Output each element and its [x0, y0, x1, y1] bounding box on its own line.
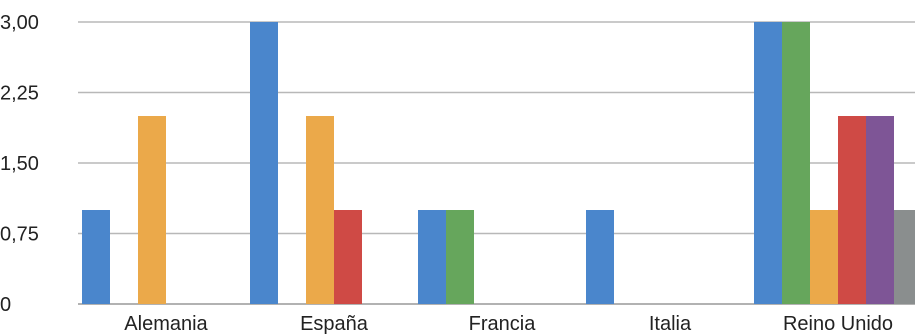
bar — [586, 210, 614, 304]
y-tick-label: 0,75 — [0, 224, 39, 246]
bars-layer — [82, 22, 915, 304]
y-tick-label: 1,50 — [0, 153, 39, 175]
bar — [418, 210, 446, 304]
bar — [754, 22, 782, 304]
bar — [82, 210, 110, 304]
y-tick-label: 0 — [0, 294, 11, 316]
bar — [810, 210, 838, 304]
bar — [446, 210, 474, 304]
bar — [866, 116, 894, 304]
x-axis: Alemania España Francia Italia Reino Unido — [124, 313, 893, 335]
x-tick-label: España — [300, 313, 369, 335]
x-tick-label: Francia — [469, 313, 537, 335]
bar — [838, 116, 866, 304]
bar — [138, 116, 166, 304]
x-tick-label: Italia — [649, 313, 692, 335]
bar — [306, 116, 334, 304]
bar — [782, 22, 810, 304]
bar — [250, 22, 278, 304]
bar — [894, 210, 915, 304]
x-tick-label: Alemania — [124, 313, 208, 335]
y-tick-label: 3,00 — [0, 12, 39, 34]
x-tick-label: Reino Unido — [783, 313, 893, 335]
y-axis: 0 0,75 1,50 2,25 3,00 — [0, 12, 39, 316]
bar — [334, 210, 362, 304]
y-tick-label: 2,25 — [0, 83, 39, 105]
